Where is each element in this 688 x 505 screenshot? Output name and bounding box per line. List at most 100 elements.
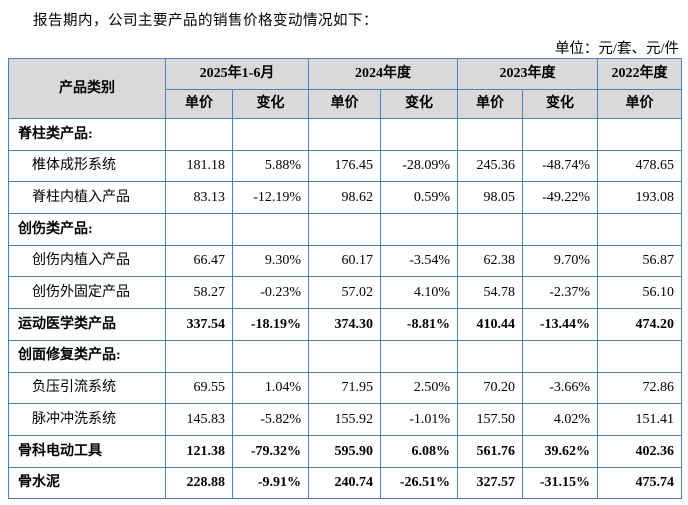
cell-value: 474.20 — [597, 308, 683, 341]
cell-value: 70.20 — [457, 371, 524, 405]
cell-value — [308, 213, 382, 246]
cell-value: 193.08 — [597, 181, 683, 215]
cell-value: 6.08% — [380, 434, 459, 468]
table-row-bold: 骨水泥 228.88 -9.91% 240.74 -26.51% 327.57 … — [8, 466, 683, 500]
table-row-category: 脊柱类产品: — [8, 118, 683, 151]
table-row: 负压引流系统 69.55 1.04% 71.95 2.50% 70.20 -3.… — [8, 371, 683, 405]
cell-value: -0.23% — [231, 276, 310, 310]
subheader-change: 变化 — [380, 89, 459, 119]
subheader-unit-price: 单价 — [597, 89, 683, 119]
cell-value — [522, 339, 599, 373]
header-row-periods: 产品类别 2025年1-6月 2024年度 2023年度 2022年度 — [8, 58, 683, 119]
cell-value: -3.66% — [522, 371, 599, 405]
cell-value: -9.91% — [231, 466, 310, 500]
subheader-unit-price: 单价 — [165, 89, 233, 119]
intro-text: 报告期内，公司主要产品的销售价格变动情况如下： — [33, 13, 378, 29]
cell-value: 83.13 — [165, 181, 233, 215]
header-period-2022: 2022年度 — [597, 58, 683, 90]
cell-value: 4.02% — [522, 403, 599, 436]
cell-value: 327.57 — [457, 466, 524, 500]
table-row: 创伤内植入产品 66.47 9.30% 60.17 -3.54% 62.38 9… — [8, 244, 683, 278]
cell-value: 561.76 — [457, 434, 524, 468]
cell-value: 181.18 — [165, 149, 233, 183]
cell-value — [522, 118, 599, 151]
cell-value: 4.10% — [380, 276, 459, 310]
header-product-category: 产品类别 — [8, 58, 166, 119]
row-label: 运动医学类产品 — [8, 308, 166, 341]
cell-value — [457, 339, 524, 373]
cell-value — [380, 118, 459, 151]
cell-value: -8.81% — [380, 308, 459, 341]
cell-value: 1.04% — [231, 371, 310, 405]
table-row-bold: 骨科电动工具 121.38 -79.32% 595.90 6.08% 561.7… — [8, 434, 683, 468]
cell-value: 240.74 — [308, 466, 382, 500]
cell-value: 374.30 — [308, 308, 382, 341]
cell-value: -79.32% — [231, 434, 310, 468]
cell-value: 9.30% — [231, 244, 310, 278]
cell-value — [457, 213, 524, 246]
cell-value — [231, 118, 310, 151]
cell-value — [165, 213, 233, 246]
cell-value: 71.95 — [308, 371, 382, 405]
cell-value: 478.65 — [597, 149, 683, 183]
cell-value: 69.55 — [165, 371, 233, 405]
cell-value — [597, 213, 683, 246]
cell-value: 402.36 — [597, 434, 683, 468]
cell-value: 72.86 — [597, 371, 683, 405]
row-label: 创伤类产品: — [8, 213, 166, 246]
cell-value: -26.51% — [380, 466, 459, 500]
cell-value — [457, 118, 524, 151]
cell-value: -31.15% — [522, 466, 599, 500]
cell-value: -28.09% — [380, 149, 459, 183]
cell-value: 410.44 — [457, 308, 524, 341]
row-label: 椎体成形系统 — [8, 149, 166, 183]
table-row-category: 创面修复类产品: — [8, 339, 683, 373]
cell-value: 0.59% — [380, 181, 459, 215]
price-change-table: 产品类别 2025年1-6月 2024年度 2023年度 2022年度 单价 变… — [8, 58, 683, 500]
cell-value — [231, 339, 310, 373]
cell-value: 337.54 — [165, 308, 233, 341]
cell-value: 39.62% — [522, 434, 599, 468]
row-label: 骨科电动工具 — [8, 434, 166, 468]
header-period-2023: 2023年度 — [457, 58, 599, 90]
row-label: 创伤内植入产品 — [8, 244, 166, 278]
row-label: 负压引流系统 — [8, 371, 166, 405]
cell-value — [308, 118, 382, 151]
header-period-2025: 2025年1-6月 — [164, 58, 310, 90]
cell-value: -49.22% — [522, 181, 599, 215]
subheader-change: 变化 — [231, 89, 310, 119]
cell-value: 66.47 — [165, 244, 233, 278]
cell-value: -3.54% — [380, 244, 459, 278]
cell-value: 98.62 — [308, 181, 382, 215]
unit-label: 单位：元/套、元/件 — [554, 41, 679, 57]
cell-value — [231, 213, 310, 246]
cell-value — [597, 118, 683, 151]
cell-value: -5.82% — [231, 403, 310, 436]
cell-value: 245.36 — [457, 149, 524, 183]
cell-value — [522, 213, 599, 246]
cell-value: 155.92 — [308, 403, 382, 436]
cell-value: -13.44% — [522, 308, 599, 341]
row-label: 创伤外固定产品 — [8, 276, 166, 310]
cell-value: 151.41 — [597, 403, 683, 436]
cell-value: 176.45 — [308, 149, 382, 183]
row-label: 脉冲冲洗系统 — [8, 403, 166, 436]
row-label: 创面修复类产品: — [8, 339, 166, 373]
cell-value: 475.74 — [597, 466, 683, 500]
row-label: 脊柱内植入产品 — [8, 181, 166, 215]
cell-value: -12.19% — [231, 181, 310, 215]
table-row: 脉冲冲洗系统 145.83 -5.82% 155.92 -1.01% 157.5… — [8, 403, 683, 436]
cell-value: 2.50% — [380, 371, 459, 405]
subheader-change: 变化 — [522, 89, 599, 119]
cell-value: 157.50 — [457, 403, 524, 436]
cell-value: 595.90 — [308, 434, 382, 468]
cell-value: 54.78 — [457, 276, 524, 310]
row-label: 骨水泥 — [8, 466, 166, 500]
cell-value: -1.01% — [380, 403, 459, 436]
cell-value — [380, 339, 459, 373]
table-row: 椎体成形系统 181.18 5.88% 176.45 -28.09% 245.3… — [8, 149, 683, 183]
cell-value: -18.19% — [231, 308, 310, 341]
row-label: 脊柱类产品: — [8, 118, 166, 151]
header-row-subcols: 单价 变化 单价 变化 单价 变化 单价 — [9, 89, 683, 119]
